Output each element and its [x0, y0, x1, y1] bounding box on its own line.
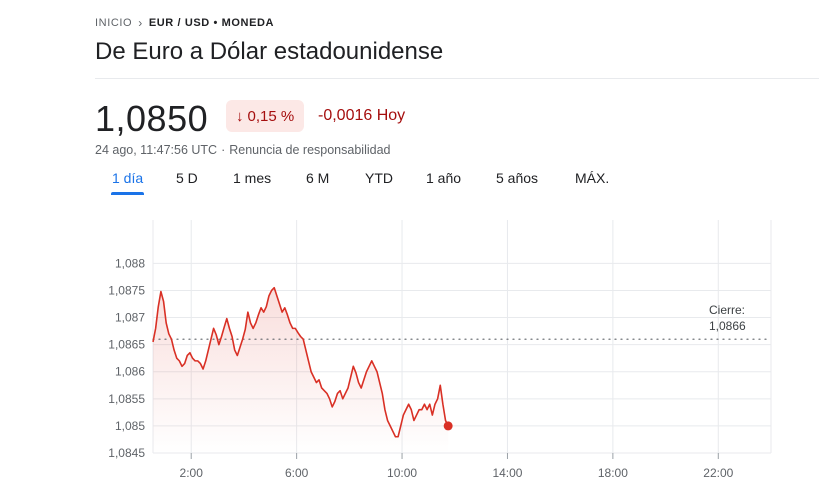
tab-1-mes[interactable]: 1 mes [233, 170, 272, 186]
range-tabs: 1 día 5 D 1 mes 6 M YTD 1 año 5 años MÁX… [96, 170, 656, 198]
tab-1-ano[interactable]: 1 año [426, 170, 462, 186]
x-tick-label: 18:00 [598, 466, 628, 480]
change-percent: 0,15 % [247, 107, 295, 125]
tab-5-d[interactable]: 5 D [176, 170, 198, 186]
breadcrumb-home-link[interactable]: INICIO [95, 17, 133, 29]
timestamp-separator: · [221, 143, 226, 157]
arrow-down-icon: ↓ [236, 107, 244, 125]
tab-5-anos[interactable]: 5 años [496, 170, 539, 186]
quote-timestamp: 24 ago, 11:47:56 UTC [95, 143, 218, 157]
page-title: De Euro a Dólar estadounidense [95, 38, 444, 65]
y-tick-label: 1,0845 [108, 446, 145, 460]
y-tick-label: 1,0855 [108, 392, 145, 406]
breadcrumb-current: EUR / USD • MONEDA [148, 17, 275, 29]
change-percent-badge: ↓ 0,15 % [226, 100, 305, 132]
y-tick-label: 1,088 [115, 256, 145, 270]
disclaimer-link[interactable]: Renuncia de responsabilidad [229, 143, 391, 157]
x-tick-label: 2:00 [180, 466, 204, 480]
tab-max[interactable]: MÁX. [575, 170, 610, 186]
last-price-dot [443, 421, 453, 431]
previous-close-label-title: Cierre: [709, 303, 745, 317]
y-tick-label: 1,087 [115, 311, 145, 325]
y-tick-label: 1,085 [115, 419, 145, 433]
price-area-fill [153, 287, 449, 453]
active-tab-indicator [111, 192, 144, 195]
tab-ytd[interactable]: YTD [365, 170, 393, 186]
x-tick-label: 14:00 [492, 466, 522, 480]
quote-timestamp-row: 24 ago, 11:47:56 UTC · Renuncia de respo… [95, 143, 390, 157]
title-divider [95, 78, 819, 79]
breadcrumb: INICIO › EUR / USD • MONEDA [95, 16, 274, 30]
price-line [152, 286, 449, 438]
tab-6-m[interactable]: 6 M [306, 170, 330, 186]
current-price: 1,0850 [95, 98, 209, 139]
price-chart[interactable]: Cierre: 1,0866 1,0845 1,085 1,0855 1,086 1,08… [0, 200, 819, 500]
chevron-right-icon: › [138, 16, 143, 30]
tab-1-dia[interactable]: 1 día [112, 170, 144, 186]
x-tick-label: 22:00 [703, 466, 733, 480]
y-tick-label: 1,0865 [108, 338, 145, 352]
x-tick-label: 10:00 [387, 466, 417, 480]
y-tick-label: 1,086 [115, 365, 145, 379]
y-tick-label: 1,0875 [108, 283, 145, 297]
previous-close-label-value: 1,0866 [709, 319, 746, 333]
x-tick-label: 6:00 [285, 466, 309, 480]
change-absolute: -0,0016 Hoy [318, 107, 406, 124]
